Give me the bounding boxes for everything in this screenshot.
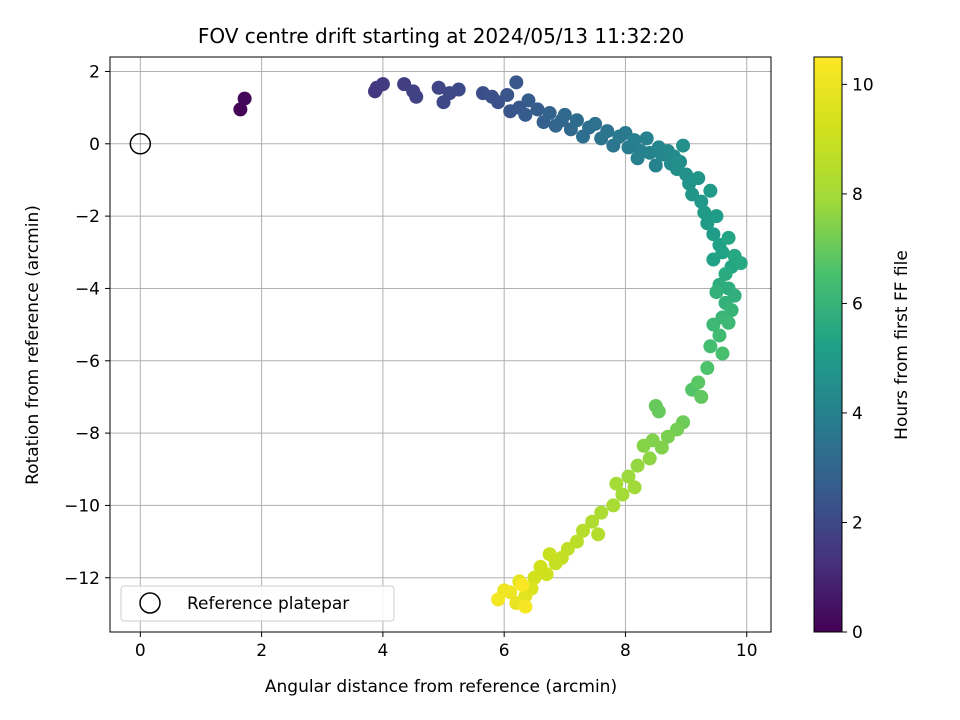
x-tick-label: 8	[620, 641, 631, 661]
y-tick-label: −4	[75, 279, 100, 299]
colorbar	[813, 56, 843, 633]
data-point	[721, 230, 736, 245]
data-point	[576, 523, 591, 538]
y-tick-label: 0	[89, 135, 100, 155]
data-point	[636, 438, 651, 453]
data-point	[712, 328, 727, 343]
data-point	[375, 77, 390, 92]
data-point	[691, 171, 706, 186]
data-point	[694, 194, 709, 209]
data-point	[639, 131, 654, 146]
data-point	[491, 592, 506, 607]
y-tick-label: −2	[75, 207, 100, 227]
data-point	[651, 404, 666, 419]
data-point	[530, 102, 545, 117]
data-point	[527, 570, 542, 585]
x-tick-label: 0	[135, 641, 146, 661]
colorbar-tick-label: 6	[852, 294, 863, 314]
y-axis-label: Rotation from reference (arcmin)	[23, 205, 43, 485]
data-point	[721, 315, 736, 330]
data-point	[409, 89, 424, 104]
chart-title: FOV centre drift starting at 2024/05/13 …	[198, 24, 684, 48]
data-point	[648, 158, 663, 173]
x-tick-label: 6	[499, 641, 510, 661]
data-point	[521, 93, 536, 108]
data-point	[715, 346, 730, 361]
data-point	[518, 107, 533, 122]
x-axis-label: Angular distance from reference (arcmin)	[265, 677, 617, 697]
data-point	[703, 339, 718, 354]
legend-box	[120, 585, 395, 622]
y-tick-label: 2	[89, 62, 100, 82]
legend-label-reference: Reference platepar	[187, 594, 349, 614]
y-tick-label: −12	[64, 569, 100, 589]
data-point	[691, 375, 706, 390]
colorbar-tick-label: 10	[852, 75, 874, 95]
data-point	[709, 285, 724, 300]
plot-frame	[109, 56, 772, 633]
data-point	[733, 256, 748, 271]
data-point	[542, 547, 557, 562]
data-point	[557, 107, 572, 122]
data-point	[676, 138, 691, 153]
data-point	[451, 82, 466, 97]
data-point	[709, 209, 724, 224]
data-point	[630, 458, 645, 473]
y-axis-ticks: 2 0 −2 −4 −6 −8 −10 −12	[64, 62, 110, 589]
data-point	[703, 183, 718, 198]
data-point	[627, 133, 642, 148]
data-point	[542, 106, 557, 121]
y-tick-label: −10	[64, 496, 100, 516]
x-axis-ticks: 0 2 4 6 8 10	[135, 632, 758, 661]
data-point	[660, 429, 675, 444]
legend: Reference platepar	[120, 585, 395, 622]
data-point	[518, 599, 533, 614]
data-point	[694, 389, 709, 404]
data-point	[673, 154, 688, 169]
data-point	[594, 505, 609, 520]
data-point	[509, 75, 524, 90]
data-point	[600, 124, 615, 139]
data-point	[500, 87, 515, 102]
data-point	[700, 361, 715, 376]
data-point	[715, 245, 730, 260]
data-points	[129, 75, 748, 614]
grid-lines	[110, 57, 771, 632]
data-point	[233, 102, 248, 117]
data-point	[718, 266, 733, 281]
data-point	[533, 559, 548, 574]
colorbar-ticks: 0 2 4 6 8 10	[842, 75, 874, 643]
data-point	[588, 116, 603, 131]
data-point	[706, 317, 721, 332]
data-point	[642, 451, 657, 466]
x-tick-label: 10	[736, 641, 758, 661]
data-point	[706, 227, 721, 242]
colorbar-tick-label: 0	[852, 623, 863, 643]
y-tick-label: −6	[75, 352, 100, 372]
colorbar-tick-label: 2	[852, 513, 863, 533]
data-point	[609, 476, 624, 491]
reference-platepar-marker	[129, 133, 152, 155]
y-tick-label: −8	[75, 424, 100, 444]
data-point	[606, 498, 621, 513]
data-point	[627, 480, 642, 495]
legend-marker-reference	[139, 592, 161, 614]
colorbar-tick-label: 4	[852, 404, 863, 424]
data-point	[237, 91, 252, 106]
data-point	[615, 487, 630, 502]
data-point	[585, 514, 600, 529]
colorbar-tick-label: 8	[852, 185, 863, 205]
data-point	[591, 527, 606, 542]
x-tick-label: 4	[377, 641, 388, 661]
data-point	[431, 80, 446, 95]
data-point	[569, 113, 584, 128]
x-tick-label: 2	[256, 641, 267, 661]
data-point	[697, 205, 712, 220]
colorbar-label: Hours from first FF file	[892, 250, 912, 440]
data-point	[621, 469, 636, 484]
data-point	[515, 577, 530, 592]
